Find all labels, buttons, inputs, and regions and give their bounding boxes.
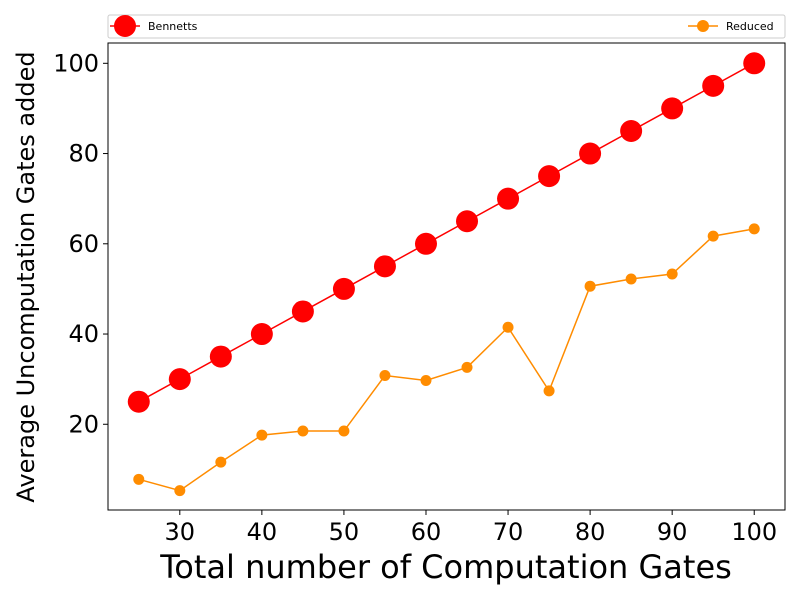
x-tick-label: 30 <box>165 518 196 546</box>
x-tick-label: 90 <box>657 518 688 546</box>
axis-ticks: 30 40 50 60 70 80 90 100 20 40 60 80 100 <box>53 49 777 546</box>
x-tick-label: 50 <box>329 518 360 546</box>
x-tick-label: 40 <box>247 518 278 546</box>
y-tick-label: 60 <box>68 230 99 258</box>
x-axis-label: Total number of Computation Gates <box>159 548 732 586</box>
data-point-bennetts <box>127 390 150 413</box>
y-tick-label: 80 <box>68 140 99 168</box>
data-point-reduced <box>748 223 760 235</box>
y-tick-label: 20 <box>68 410 99 438</box>
x-tick-label: 100 <box>731 518 777 546</box>
y-tick-label: 100 <box>53 49 99 77</box>
data-point-bennetts <box>456 210 479 233</box>
series-layer <box>127 52 766 497</box>
y-tick-label: 40 <box>68 320 99 348</box>
data-point-reduced <box>133 473 145 485</box>
data-point-bennetts <box>291 300 314 323</box>
data-point-bennetts <box>661 97 684 120</box>
x-tick-label: 60 <box>411 518 442 546</box>
data-point-reduced <box>297 425 309 437</box>
series-line-reduced <box>138 228 755 492</box>
data-point-bennetts <box>538 165 561 188</box>
legend: Bennetts Reduced <box>107 14 786 39</box>
data-point-bennetts <box>579 142 602 165</box>
data-point-bennetts <box>497 187 520 210</box>
data-point-reduced <box>461 361 473 373</box>
plot-frame <box>107 42 786 511</box>
data-point-reduced <box>174 485 186 497</box>
data-point-reduced <box>256 429 268 441</box>
legend-marker-bennetts <box>114 15 136 37</box>
data-point-bennetts <box>168 368 191 391</box>
data-point-bennetts <box>620 119 643 142</box>
data-point-bennetts <box>743 52 766 75</box>
y-axis-label: Average Uncomputation Gates added <box>12 51 40 502</box>
data-point-reduced <box>420 375 432 387</box>
legend-label-reduced: Reduced <box>726 20 774 33</box>
data-point-bennetts <box>250 323 273 346</box>
legend-entry-reduced: Reduced <box>688 20 774 33</box>
legend-marker-reduced <box>697 20 709 32</box>
data-point-reduced <box>338 425 350 437</box>
x-tick-label: 80 <box>575 518 606 546</box>
data-point-bennetts <box>414 232 437 255</box>
data-point-reduced <box>666 268 678 280</box>
data-point-reduced <box>584 280 596 292</box>
data-point-reduced <box>215 456 227 468</box>
data-point-bennetts <box>332 277 355 300</box>
data-point-reduced <box>543 385 555 397</box>
data-point-reduced <box>502 321 514 333</box>
series-line-bennetts <box>138 62 755 403</box>
data-point-reduced <box>379 370 391 382</box>
data-point-reduced <box>707 230 719 242</box>
legend-entry-bennetts: Bennetts <box>110 15 198 37</box>
x-tick-label: 70 <box>493 518 524 546</box>
data-point-reduced <box>625 273 637 285</box>
data-point-bennetts <box>373 255 396 278</box>
data-point-bennetts <box>209 345 232 368</box>
legend-label-bennetts: Bennetts <box>148 20 198 33</box>
data-point-bennetts <box>702 74 725 97</box>
legend-box <box>107 14 786 39</box>
